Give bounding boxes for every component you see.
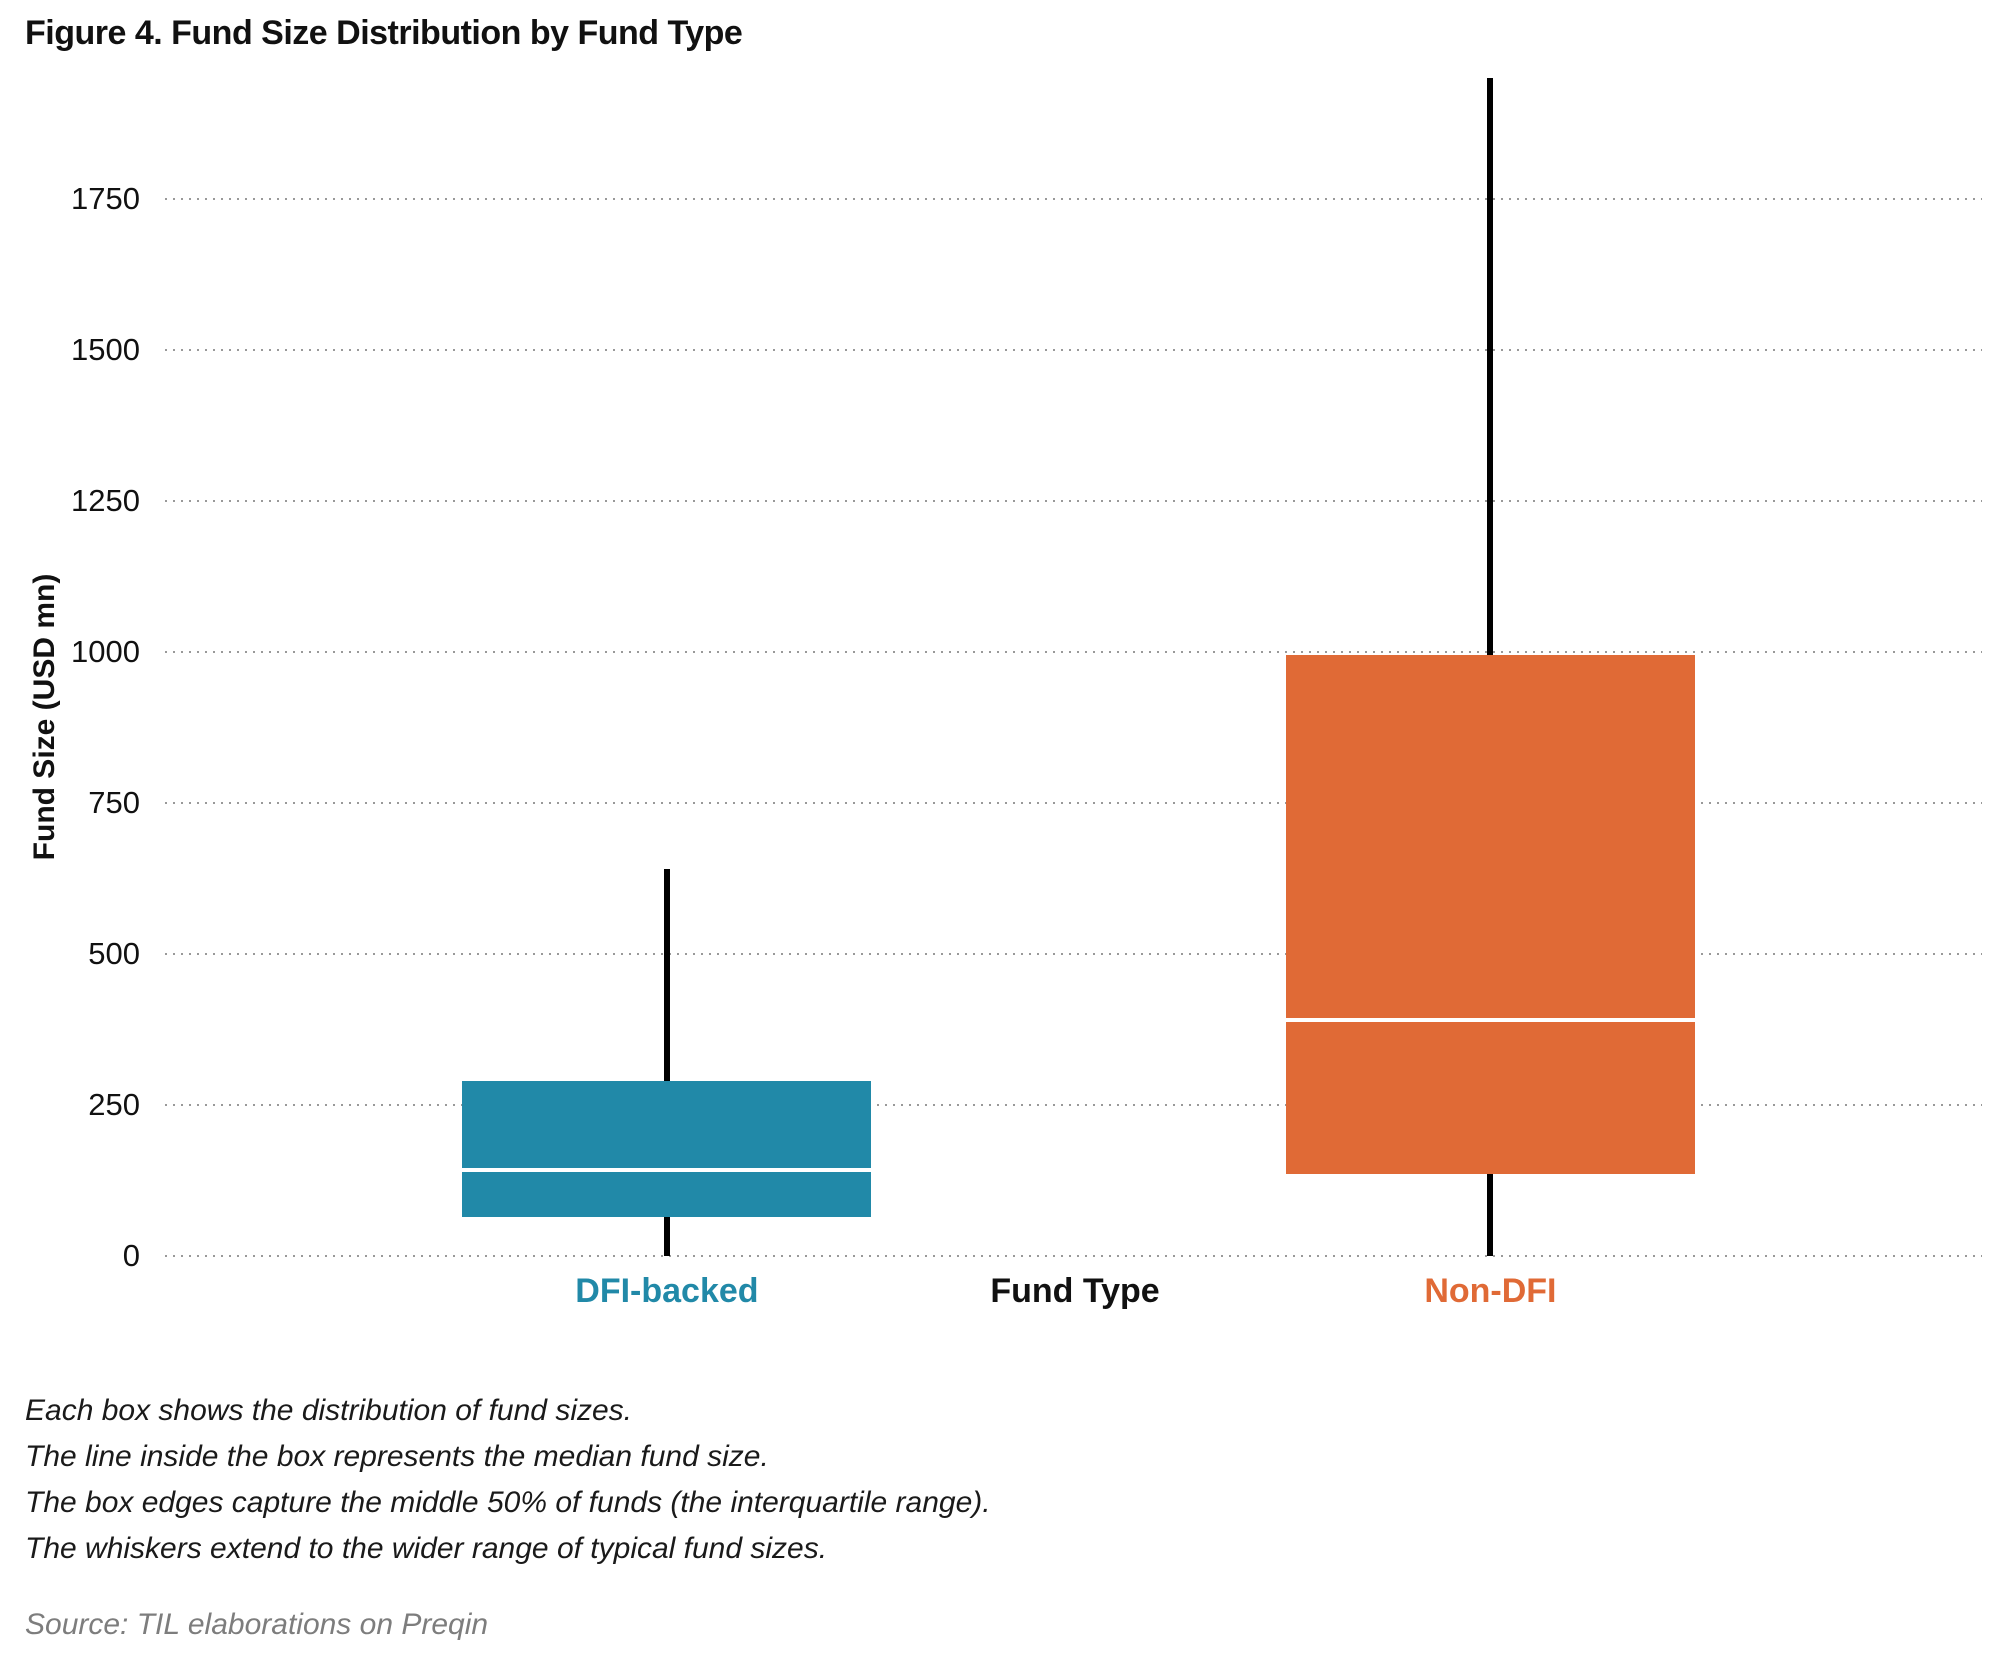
median-line-non-dfi	[1285, 1018, 1695, 1023]
y-tick-label: 250	[88, 1086, 140, 1122]
y-tick-label: 1250	[71, 482, 140, 518]
note-line: The line inside the box represents the m…	[25, 1440, 769, 1473]
note-line: The whiskers extend to the wider range o…	[25, 1532, 828, 1565]
note-line: The box edges capture the middle 50% of …	[25, 1486, 991, 1519]
y-tick-label: 750	[88, 784, 140, 820]
gridline-1000	[165, 650, 1982, 653]
y-tick-label: 1000	[71, 633, 140, 669]
note-line: Each box shows the distribution of fund …	[25, 1394, 633, 1427]
gridline-500	[165, 952, 1982, 955]
y-tick-label: 1750	[71, 180, 140, 216]
figure-notes: Each box shows the distribution of fund …	[25, 1388, 991, 1572]
y-tick-label: 500	[88, 935, 140, 971]
source-note: Source: TIL elaborations on Preqin	[25, 1608, 489, 1641]
y-tick-label: 0	[122, 1238, 140, 1273]
gridline-1500	[165, 348, 1982, 351]
gridline-1750	[165, 197, 1982, 200]
figure-title: Figure 4. Fund Size Distribution by Fund…	[25, 14, 743, 52]
x-axis-title: Fund Type	[990, 1272, 1160, 1310]
boxplot-plot-area	[160, 75, 1990, 1257]
x-axis-labels-row: DFI-backed Non-DFI Fund Type	[160, 1272, 1990, 1320]
x-category-label-dfi-backed: DFI-backed	[575, 1272, 759, 1310]
box-dfi-backed	[462, 1080, 872, 1217]
whisker-dfi-backed	[663, 869, 670, 1256]
gridline-0	[165, 1255, 1982, 1257]
gridline-1250	[165, 499, 1982, 502]
gridline-250	[165, 1103, 1982, 1106]
box-non-dfi	[1285, 654, 1695, 1175]
median-line-dfi-backed	[462, 1168, 872, 1173]
x-category-label-non-dfi: Non-DFI	[1424, 1272, 1557, 1310]
gridline-750	[165, 801, 1982, 804]
y-tick-label: 1500	[71, 331, 140, 367]
